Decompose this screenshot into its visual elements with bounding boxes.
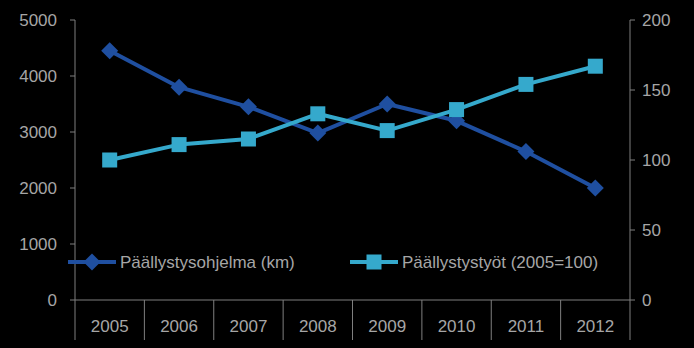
- y-tick: [70, 188, 75, 189]
- legend-marker: [84, 254, 101, 271]
- y2-tick: [630, 230, 635, 231]
- point-marker: [379, 96, 396, 113]
- y2-tick-label: 200: [642, 11, 670, 30]
- x-tick-label: 2008: [299, 317, 337, 336]
- series-line: [110, 66, 596, 160]
- y-tick: [70, 300, 75, 301]
- point-marker: [101, 42, 118, 59]
- point-marker: [588, 59, 603, 74]
- y-tick: [70, 244, 75, 245]
- chart-svg: 0 1000 2000 3000 4000 5000 0 50 100 150 200 2005 200…: [0, 0, 694, 348]
- series-line: [110, 51, 596, 188]
- point-marker: [171, 79, 188, 96]
- y-tick: [70, 76, 75, 77]
- x-tick-label: 2007: [230, 317, 268, 336]
- point-marker: [587, 180, 604, 197]
- category-divider: [630, 300, 631, 340]
- x-tick-label: 2006: [160, 317, 198, 336]
- x-tick-label: 2010: [438, 317, 476, 336]
- y-tick-label: 3000: [19, 123, 57, 142]
- point-marker: [518, 77, 533, 92]
- category-divider: [352, 300, 353, 340]
- point-marker: [240, 98, 257, 115]
- y-tick: [70, 132, 75, 133]
- point-marker: [102, 153, 117, 168]
- category-divider: [213, 300, 214, 340]
- legend: Päällystysohjelma (km) Päällystystyöt (20…: [68, 253, 598, 272]
- y-tick: [70, 20, 75, 21]
- y-tick-label: 2000: [19, 179, 57, 198]
- plot-area: [101, 42, 604, 196]
- category-divider: [75, 300, 76, 340]
- y2-tick-label: 0: [642, 291, 651, 310]
- point-marker: [241, 132, 256, 147]
- y2-tick-label: 150: [642, 81, 670, 100]
- category-divider: [560, 300, 561, 340]
- y-tick-label: 0: [48, 291, 57, 310]
- y2-tick-label: 100: [642, 151, 670, 170]
- category-divider: [144, 300, 145, 340]
- x-tick-label: 2011: [508, 317, 545, 336]
- y2-tick: [630, 160, 635, 161]
- point-marker: [380, 123, 395, 138]
- y-axis-line: [75, 20, 76, 300]
- point-marker: [310, 106, 325, 121]
- y-tick-label: 5000: [19, 11, 57, 30]
- point-marker: [449, 102, 464, 117]
- category-divider: [421, 300, 422, 340]
- category-divider: [491, 300, 492, 340]
- category-divider: [283, 300, 284, 340]
- point-marker: [172, 137, 187, 152]
- point-marker: [309, 125, 326, 142]
- y-tick-label: 1000: [19, 235, 57, 254]
- legend-marker: [367, 255, 382, 270]
- x-tick-label: 2005: [91, 317, 129, 336]
- x-tick-label: 2012: [576, 317, 614, 336]
- point-marker: [517, 143, 534, 160]
- y-tick-label: 4000: [19, 67, 57, 86]
- legend-label: Päällystysohjelma (km): [120, 253, 295, 272]
- x-tick-label: 2009: [368, 317, 406, 336]
- legend-label: Päällystystyöt (2005=100): [402, 253, 598, 272]
- y2-tick-label: 50: [642, 221, 661, 240]
- y2-tick: [630, 20, 635, 21]
- y2-tick: [630, 300, 635, 301]
- chart: 0 1000 2000 3000 4000 5000 0 50 100 150 200 2005 200…: [0, 0, 694, 348]
- y2-tick: [630, 90, 635, 91]
- background: [0, 0, 694, 348]
